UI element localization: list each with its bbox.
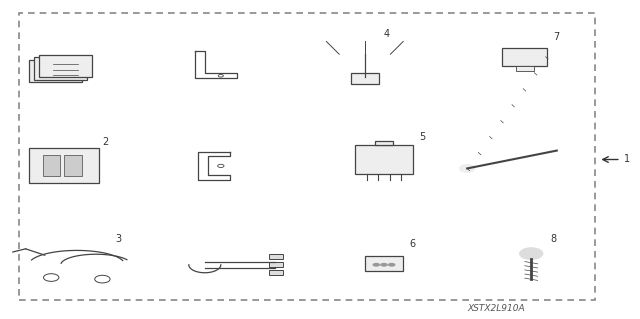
Text: 8: 8 <box>550 234 557 244</box>
FancyBboxPatch shape <box>34 57 87 80</box>
FancyBboxPatch shape <box>29 148 99 183</box>
Text: 2: 2 <box>102 137 109 147</box>
FancyBboxPatch shape <box>39 55 92 77</box>
Text: 7: 7 <box>554 32 560 42</box>
FancyBboxPatch shape <box>355 145 413 174</box>
Circle shape <box>388 263 396 267</box>
Text: 5: 5 <box>419 132 426 142</box>
Text: XSTX2L910A: XSTX2L910A <box>467 304 525 313</box>
Circle shape <box>380 263 388 267</box>
Text: 4: 4 <box>384 29 390 39</box>
FancyBboxPatch shape <box>269 263 283 267</box>
Circle shape <box>460 165 475 172</box>
FancyBboxPatch shape <box>29 60 82 82</box>
FancyBboxPatch shape <box>43 155 61 176</box>
FancyBboxPatch shape <box>375 141 393 145</box>
Circle shape <box>520 248 543 259</box>
FancyBboxPatch shape <box>516 66 534 71</box>
FancyBboxPatch shape <box>64 155 82 176</box>
FancyBboxPatch shape <box>269 255 283 259</box>
Text: 3: 3 <box>115 234 122 244</box>
Text: 1: 1 <box>624 154 630 165</box>
FancyBboxPatch shape <box>351 73 379 84</box>
FancyBboxPatch shape <box>502 48 547 66</box>
Text: 6: 6 <box>410 239 416 249</box>
FancyBboxPatch shape <box>365 256 403 271</box>
Circle shape <box>372 263 380 267</box>
FancyBboxPatch shape <box>269 271 283 275</box>
